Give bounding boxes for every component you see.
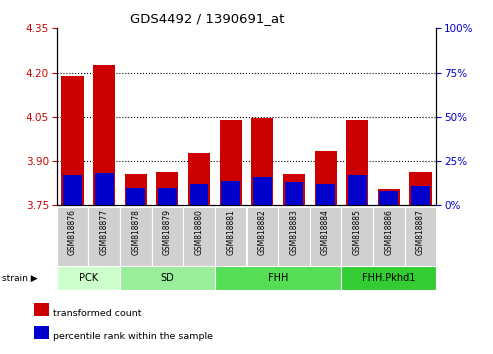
Bar [405,207,436,266]
Bar [341,266,436,290]
Text: GSM818885: GSM818885 [352,209,362,255]
Bar [62,75,84,205]
Bar [34,303,49,316]
Text: GSM818878: GSM818878 [131,209,141,255]
Text: PCK: PCK [79,273,98,283]
Bar [183,207,215,266]
Bar [152,207,183,266]
Bar [310,207,341,266]
Bar [346,120,368,205]
Bar [315,151,337,205]
Text: SD: SD [161,273,175,283]
Text: GSM818883: GSM818883 [289,209,298,255]
Bar [278,207,310,266]
Bar [190,184,209,205]
Bar [215,207,246,266]
Bar [409,172,431,205]
Bar [219,120,242,205]
Text: strain ▶: strain ▶ [2,274,38,283]
Bar [283,174,305,205]
Bar [158,188,177,205]
Bar [120,266,215,290]
Bar [126,188,145,205]
Bar [88,207,120,266]
Text: GSM818882: GSM818882 [258,209,267,255]
Bar [373,207,405,266]
Text: GDS4492 / 1390691_at: GDS4492 / 1390691_at [130,12,284,25]
Bar [411,186,430,205]
Bar [63,175,82,205]
Text: GSM818880: GSM818880 [195,209,204,255]
Bar [95,173,113,205]
Bar [34,326,49,339]
Text: GSM818886: GSM818886 [385,209,393,255]
Bar [188,153,210,205]
Text: GSM818879: GSM818879 [163,209,172,255]
Bar [120,207,151,266]
Bar [57,207,88,266]
Text: FHH.Pkhd1: FHH.Pkhd1 [362,273,416,283]
Bar [253,177,272,205]
Bar [93,65,115,205]
Bar [284,182,303,205]
Bar [57,266,120,290]
Bar [246,207,278,266]
Bar [215,266,341,290]
Text: transformed count: transformed count [54,309,142,318]
Bar [156,172,178,205]
Text: GSM818887: GSM818887 [416,209,425,255]
Text: GSM818884: GSM818884 [321,209,330,255]
Text: GSM818881: GSM818881 [226,209,235,255]
Bar [378,189,400,205]
Bar [316,184,335,205]
Bar [348,175,367,205]
Text: GSM818877: GSM818877 [100,209,108,255]
Text: GSM818876: GSM818876 [68,209,77,255]
Text: percentile rank within the sample: percentile rank within the sample [54,332,213,341]
Bar [342,207,373,266]
Bar [221,181,240,205]
Text: FHH: FHH [268,273,288,283]
Bar [380,191,398,205]
Bar [125,174,147,205]
Bar [251,118,274,205]
